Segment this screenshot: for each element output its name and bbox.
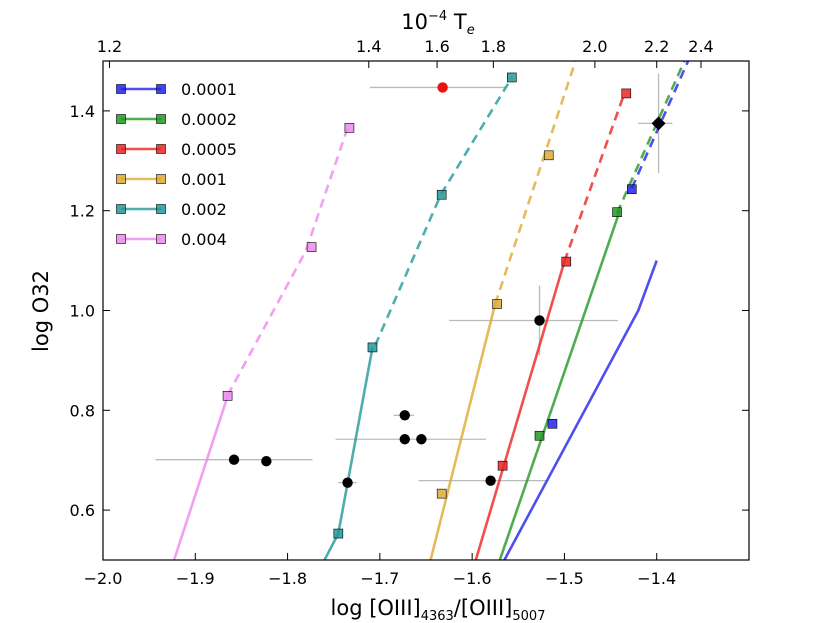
top-axis-title: 10−4 Te [401,9,474,38]
legend-marker-0.002 [116,204,126,214]
top-tick-label: 2.0 [582,37,607,56]
legend-label-0.004: 0.004 [181,230,227,249]
series-dashed-0.0002 [615,61,686,214]
legend-label-0.001: 0.001 [181,170,227,189]
legend-marker-0.0002 [156,114,166,124]
y-axis-title: log O32 [29,270,53,352]
series-dashed-0.0001 [630,61,690,189]
legend-label-0.0002: 0.0002 [181,110,237,129]
x-tick-label: −1.7 [360,569,399,588]
series-line-0.004 [172,395,229,560]
y-tick-label: 0.6 [70,501,95,520]
top-tick-label: 2.2 [644,37,669,56]
x-tick-label: −1.5 [545,569,584,588]
data-markers [222,72,666,539]
marker-0.002-2 [436,189,447,200]
legend-label-0.002: 0.002 [181,200,227,219]
x-tick-label: −1.4 [637,569,676,588]
x-axis-title: log [OIII]4363/[OIII]5007 [331,596,546,623]
legend-marker-0.004 [156,234,166,244]
series-dashed-0.002 [374,76,513,346]
marker-0.0001-0 [547,418,558,429]
marker-0.0002-0 [534,430,545,441]
y-tick-label: 0.8 [70,401,95,420]
legend-marker-0.002 [156,204,166,214]
top-tick-label: 1.2 [97,37,122,56]
obs-point-8 [437,82,448,93]
series-line-0.0001 [503,260,658,560]
obs-point-9 [651,116,666,131]
legend-marker-0.001 [116,174,126,184]
legend-marker-0.0002 [116,114,126,124]
marker-0.0005-1 [561,256,572,267]
top-tick-label: 2.4 [688,37,713,56]
marker-0.004-2 [344,123,355,133]
y-tick-label: 1.4 [70,102,95,121]
marker-0.004-0 [222,391,233,401]
legend-marker-0.0005 [156,144,166,154]
legend-label-0.0005: 0.0005 [181,140,237,159]
marker-0.0001-1 [626,184,637,195]
obs-point-3 [399,410,410,421]
axis-ticks: −2.0 −1.9 −1.8 −1.7 −1.6 −1.5 −1.4 0.6 0.8 1.0 1.2… [70,37,749,588]
series-line-0.0005 [474,261,566,560]
y-tick-label: 1.0 [70,302,95,321]
x-tick-label: −1.9 [176,569,215,588]
x-tick-label: −2.0 [84,569,123,588]
legend-marker-0.001 [156,174,166,184]
series-lines [172,61,690,560]
obs-point-1 [261,455,272,467]
y-tick-label: 1.2 [70,202,95,221]
obs-point-6 [485,475,496,486]
legend-marker-0.0001 [116,84,126,94]
marker-0.002-3 [507,72,517,83]
marker-0.002-0 [333,528,344,539]
obs-point-5 [416,434,427,445]
legend-label-0.0001: 0.0001 [181,80,237,99]
marker-0.002-1 [367,342,378,353]
marker-0.001-1 [492,299,502,309]
obs-point-0 [228,454,240,465]
top-tick-label: 1.6 [424,37,449,56]
legend-marker-0.0005 [116,144,126,154]
series-line-0.001 [429,303,497,560]
marker-0.001-0 [436,488,447,499]
marker-0.0002-1 [612,207,622,217]
legend: 0.0001 0.0002 0.0005 0.001 0.002 0.004 [116,80,237,249]
obs-point-7 [534,315,545,326]
series-line-0.0002 [498,210,622,560]
x-tick-label: −1.8 [268,569,307,588]
x-tick-label: −1.6 [453,569,492,588]
top-tick-label: 1.4 [356,37,381,56]
top-tick-label: 1.8 [481,37,506,56]
obs-point-2 [342,477,353,488]
marker-0.0005-0 [497,460,508,471]
legend-marker-0.004 [116,234,126,244]
marker-0.001-2 [543,150,554,161]
obs-point-4 [399,434,410,445]
legend-marker-0.0001 [156,84,166,94]
series-dashed-0.001 [493,61,577,305]
marker-0.004-1 [306,242,317,252]
marker-0.0005-2 [621,88,632,99]
